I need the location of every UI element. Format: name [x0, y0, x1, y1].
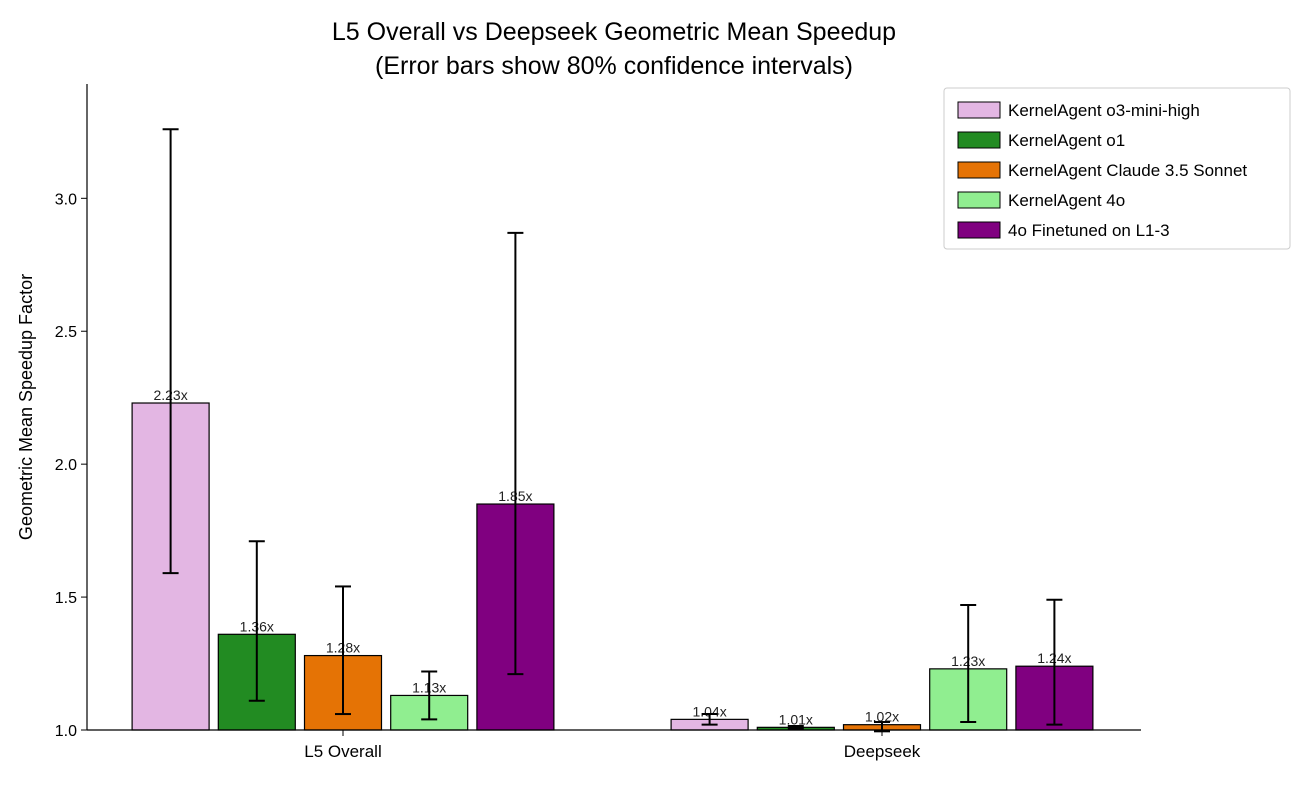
legend: KernelAgent o3-mini-high KernelAgent o1 Ke… [943, 87, 1291, 250]
legend-box [943, 87, 1291, 250]
y-tick-label: 1.0 [55, 723, 77, 740]
y-axis-label: Geometric Mean Speedup Factor [16, 274, 36, 540]
bar-value-label: 1.04x [692, 703, 726, 719]
y-tick-label: 1.5 [55, 590, 77, 607]
x-tick-label: Deepseek [844, 742, 921, 761]
legend-swatch [957, 101, 1001, 119]
legend-swatch [957, 161, 1001, 179]
legend-label: KernelAgent 4o [1008, 191, 1125, 210]
legend-swatch [957, 221, 1001, 239]
chart-subtitle: (Error bars show 80% confidence interval… [375, 52, 853, 80]
legend-label: KernelAgent o1 [1008, 131, 1125, 150]
legend-swatch [957, 191, 1001, 209]
legend-label: 4o Finetuned on L1-3 [1008, 221, 1170, 240]
bar-value-label: 1.02x [865, 709, 899, 725]
plot-area: 1.01.52.02.53.02.23x1.36x1.28x1.13x1.85x… [55, 84, 1141, 761]
legend-label: KernelAgent Claude 3.5 Sonnet [1008, 161, 1247, 180]
y-tick-label: 2.0 [55, 457, 77, 474]
legend-label: KernelAgent o3-mini-high [1008, 101, 1200, 120]
legend-swatch [957, 131, 1001, 149]
chart-title: L5 Overall vs Deepseek Geometric Mean Sp… [332, 18, 896, 46]
y-tick-label: 3.0 [55, 191, 77, 208]
bar-value-label: 1.01x [779, 711, 813, 727]
x-tick-label: L5 Overall [304, 742, 381, 761]
y-tick-label: 2.5 [55, 324, 77, 341]
